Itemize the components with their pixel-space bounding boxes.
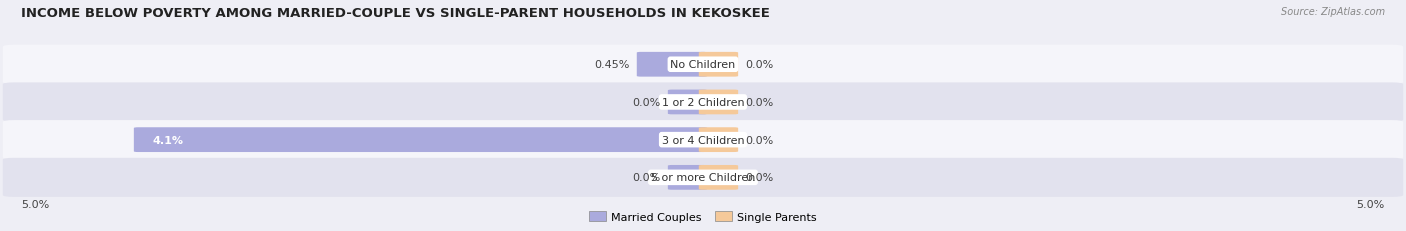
FancyBboxPatch shape	[3, 158, 1403, 197]
Legend: Married Couples, Single Parents: Married Couples, Single Parents	[586, 208, 820, 225]
Text: 0.0%: 0.0%	[745, 135, 773, 145]
Text: 5.0%: 5.0%	[21, 199, 49, 209]
FancyBboxPatch shape	[699, 128, 738, 152]
FancyBboxPatch shape	[699, 165, 738, 190]
Text: 0.45%: 0.45%	[595, 60, 630, 70]
Text: 4.1%: 4.1%	[152, 135, 183, 145]
Text: 0.0%: 0.0%	[633, 97, 661, 107]
Text: 5.0%: 5.0%	[1357, 199, 1385, 209]
Text: No Children: No Children	[671, 60, 735, 70]
FancyBboxPatch shape	[637, 53, 707, 77]
FancyBboxPatch shape	[668, 165, 707, 190]
Text: 3 or 4 Children: 3 or 4 Children	[662, 135, 744, 145]
FancyBboxPatch shape	[699, 53, 738, 77]
Text: 5 or more Children: 5 or more Children	[651, 173, 755, 182]
Text: Source: ZipAtlas.com: Source: ZipAtlas.com	[1281, 7, 1385, 17]
FancyBboxPatch shape	[3, 46, 1403, 84]
Text: 0.0%: 0.0%	[745, 60, 773, 70]
Text: 0.0%: 0.0%	[745, 173, 773, 182]
Text: 0.0%: 0.0%	[633, 173, 661, 182]
FancyBboxPatch shape	[3, 121, 1403, 159]
Text: 1 or 2 Children: 1 or 2 Children	[662, 97, 744, 107]
FancyBboxPatch shape	[668, 90, 707, 115]
FancyBboxPatch shape	[3, 83, 1403, 122]
FancyBboxPatch shape	[134, 128, 707, 152]
Text: 0.0%: 0.0%	[745, 97, 773, 107]
Text: INCOME BELOW POVERTY AMONG MARRIED-COUPLE VS SINGLE-PARENT HOUSEHOLDS IN KEKOSKE: INCOME BELOW POVERTY AMONG MARRIED-COUPL…	[21, 7, 770, 20]
FancyBboxPatch shape	[699, 90, 738, 115]
